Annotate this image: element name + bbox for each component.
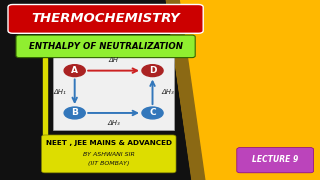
Polygon shape — [166, 0, 205, 180]
FancyBboxPatch shape — [42, 135, 176, 173]
Circle shape — [142, 107, 163, 119]
Circle shape — [64, 107, 85, 119]
Text: THERMOCHEMISTRY: THERMOCHEMISTRY — [31, 12, 180, 25]
Text: LECTURE 9: LECTURE 9 — [252, 155, 298, 164]
Text: NEET , JEE MAINS & ADVANCED: NEET , JEE MAINS & ADVANCED — [46, 140, 172, 146]
Text: ΔH: ΔH — [108, 57, 119, 63]
FancyBboxPatch shape — [8, 4, 203, 33]
Text: D: D — [149, 66, 156, 75]
Text: ENTHALPY OF NEUTRALIZATION: ENTHALPY OF NEUTRALIZATION — [28, 42, 183, 51]
Text: B: B — [71, 109, 78, 118]
Text: C: C — [149, 109, 156, 118]
Polygon shape — [166, 0, 320, 180]
Bar — [53, 54, 174, 130]
Circle shape — [64, 65, 85, 76]
FancyBboxPatch shape — [16, 35, 195, 58]
Text: ΔH₃: ΔH₃ — [107, 120, 120, 126]
Bar — [43, 58, 47, 148]
Circle shape — [142, 65, 163, 76]
Text: ΔH₃: ΔH₃ — [162, 89, 174, 95]
FancyBboxPatch shape — [237, 148, 314, 173]
Text: (IIT BOMBAY): (IIT BOMBAY) — [88, 161, 130, 166]
Text: BY ASHWANI SIR: BY ASHWANI SIR — [83, 152, 135, 157]
Text: ΔH₁: ΔH₁ — [54, 89, 67, 95]
Text: A: A — [71, 66, 78, 75]
